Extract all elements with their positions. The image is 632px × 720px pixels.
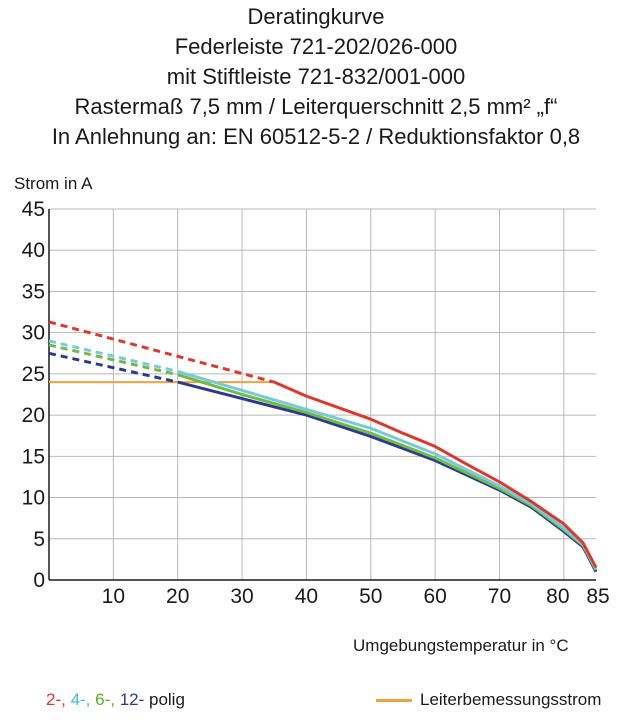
x-tick-label-80: 80 — [546, 585, 569, 608]
y-tick-label-25: 25 — [22, 363, 45, 386]
series-legend: 2-, 4-, 6-, 12- polig — [46, 690, 185, 710]
x-tick-label-40: 40 — [295, 585, 318, 608]
legend-12-polig: 12- — [119, 690, 145, 709]
series-6-polig-dashed-line — [48, 343, 179, 377]
x-tick-label-85: 85 — [586, 585, 609, 608]
title-line-2: Federleiste 721-202/026-000 — [174, 34, 458, 59]
title-line-3: mit Stiftleiste 721-832/001-000 — [166, 64, 466, 89]
legend-6-polig: 6-, — [95, 690, 120, 709]
series-2-polig-line — [273, 380, 598, 569]
series-4-polig-dashed-line — [48, 339, 179, 373]
y-tick-label-35: 35 — [22, 280, 45, 303]
y-tick-label-45: 45 — [22, 198, 45, 221]
y-tick-label-0: 0 — [33, 569, 45, 592]
reference-legend: Leiterbemessungsstrom — [376, 690, 601, 710]
title-line-4: Rastermaß 7,5 mm / Leiterquerschnitt 2,5… — [74, 94, 558, 119]
x-tick-label-50: 50 — [359, 585, 382, 608]
reference-swatch — [376, 698, 412, 702]
y-tick-label-40: 40 — [22, 239, 45, 262]
legend-2-polig: 2-, — [46, 690, 71, 709]
legend-polig-suffix: polig — [149, 690, 185, 709]
y-tick-label-15: 15 — [22, 445, 45, 468]
y-tick-label-30: 30 — [22, 322, 45, 345]
x-tick-label-70: 70 — [488, 585, 511, 608]
y-axis-label: Strom in A — [14, 174, 93, 193]
series-12-polig-line — [177, 380, 598, 573]
series-2-polig-dashed-line — [48, 320, 275, 384]
y-tick-label-10: 10 — [22, 487, 45, 510]
x-axis-label: Umgebungstemperatur in °C — [353, 636, 569, 655]
x-tick-label-10: 10 — [102, 585, 125, 608]
series-4-polig-line — [177, 369, 598, 570]
x-tick-label-30: 30 — [230, 585, 253, 608]
chart-title-block: Deratingkurve Federleiste 721-202/026-00… — [0, 2, 632, 152]
reference-legend-label: Leiterbemessungsstrom — [420, 690, 602, 709]
y-tick-label-5: 5 — [33, 528, 45, 551]
series-6-polig-line — [177, 373, 598, 571]
title-line-1: Deratingkurve — [247, 4, 385, 29]
y-tick-label-20: 20 — [22, 404, 45, 427]
legend-4-polig: 4-, — [70, 690, 96, 709]
series-12-polig-dashed-line — [48, 351, 179, 384]
x-tick-label-20: 20 — [166, 585, 189, 608]
x-tick-label-60: 60 — [423, 585, 446, 608]
title-line-5: In Anlehnung an: EN 60512-5-2 / Reduktio… — [51, 124, 581, 149]
